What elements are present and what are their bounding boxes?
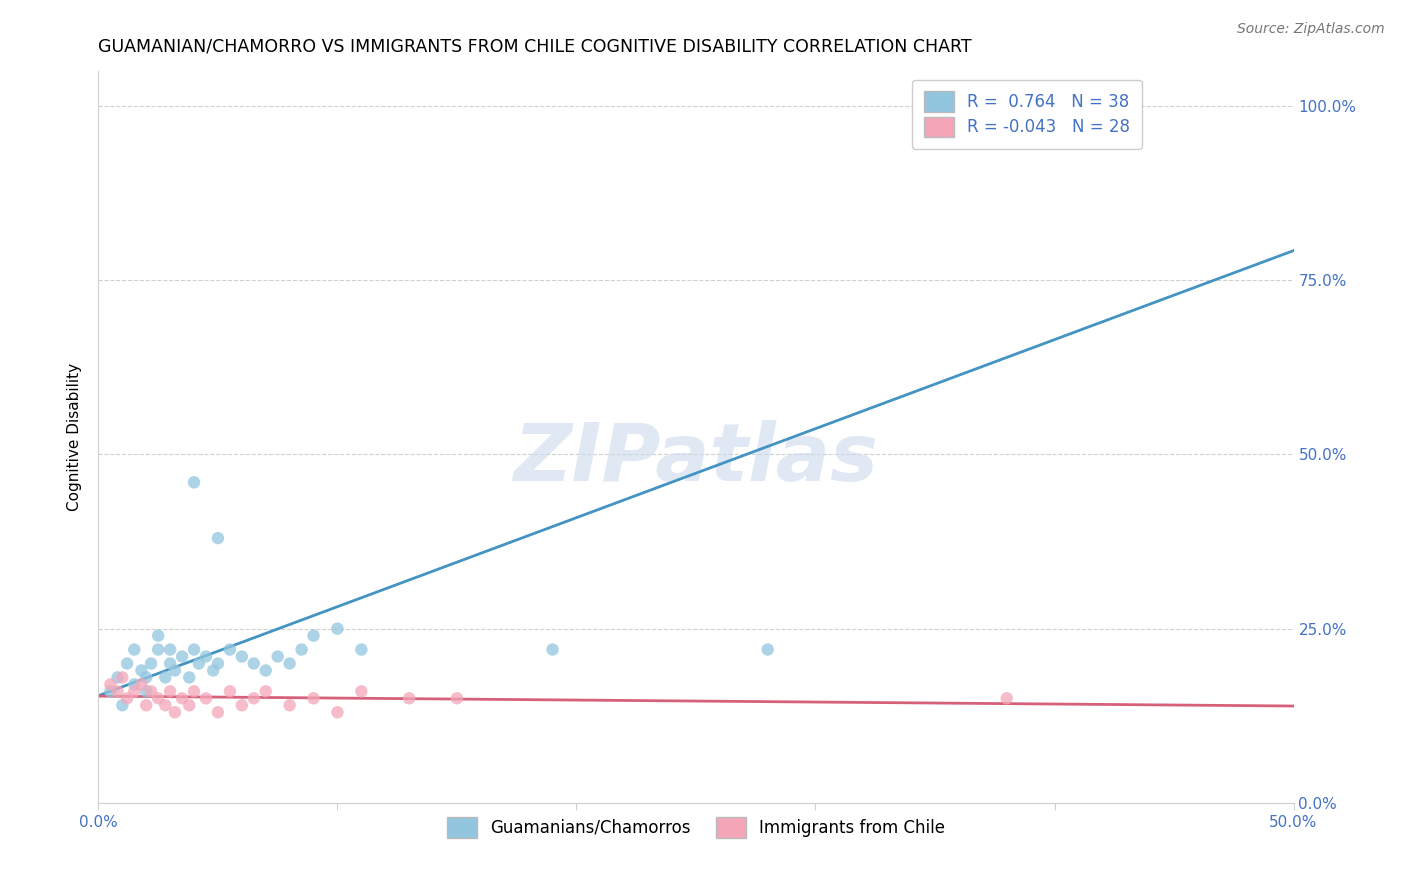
Point <box>98 684 122 698</box>
Point <box>172 649 194 664</box>
Point <box>302 629 325 643</box>
Point <box>219 642 242 657</box>
Point <box>124 642 146 657</box>
Point <box>207 657 229 671</box>
Point <box>148 642 170 657</box>
Point <box>124 684 146 698</box>
Legend: Guamanians/Chamorros, Immigrants from Chile: Guamanians/Chamorros, Immigrants from Ch… <box>436 805 956 849</box>
Y-axis label: Cognitive Disability: Cognitive Disability <box>67 363 83 511</box>
Point <box>231 649 253 664</box>
Point <box>172 691 194 706</box>
Point <box>183 475 205 490</box>
Point <box>302 691 325 706</box>
Point <box>254 664 277 678</box>
Point <box>148 691 170 706</box>
Point <box>195 649 218 664</box>
Point <box>326 705 349 719</box>
Point <box>446 691 468 706</box>
Point <box>243 691 266 706</box>
Point <box>115 657 138 671</box>
Text: Source: ZipAtlas.com: Source: ZipAtlas.com <box>1237 22 1385 37</box>
Point <box>111 670 134 684</box>
Point <box>183 642 205 657</box>
Point <box>135 670 157 684</box>
Point <box>155 698 177 713</box>
Point <box>131 677 153 691</box>
Point <box>111 698 134 713</box>
Point <box>995 691 1018 706</box>
Point <box>326 622 349 636</box>
Point <box>135 698 157 713</box>
Point <box>195 691 218 706</box>
Point <box>202 664 225 678</box>
Text: ZIPatlas: ZIPatlas <box>513 420 879 498</box>
Point <box>179 698 201 713</box>
Point <box>350 642 373 657</box>
Point <box>163 664 186 678</box>
Text: GUAMANIAN/CHAMORRO VS IMMIGRANTS FROM CHILE COGNITIVE DISABILITY CORRELATION CHA: GUAMANIAN/CHAMORRO VS IMMIGRANTS FROM CH… <box>98 38 972 56</box>
Point <box>98 677 122 691</box>
Point <box>350 684 373 698</box>
Point <box>243 657 266 671</box>
Point <box>159 642 181 657</box>
Point <box>756 642 779 657</box>
Point <box>231 698 253 713</box>
Point <box>115 691 138 706</box>
Point <box>107 684 129 698</box>
Point <box>278 698 301 713</box>
Point <box>159 684 181 698</box>
Point <box>254 684 277 698</box>
Point <box>1115 99 1137 113</box>
Point <box>179 670 201 684</box>
Point <box>278 657 301 671</box>
Point <box>163 705 186 719</box>
Point <box>155 670 177 684</box>
Point <box>183 684 205 698</box>
Point <box>207 705 229 719</box>
Point <box>187 657 209 671</box>
Point <box>207 531 229 545</box>
Point <box>219 684 242 698</box>
Point <box>139 684 162 698</box>
Point <box>107 670 129 684</box>
Point <box>148 629 170 643</box>
Point <box>131 664 153 678</box>
Point <box>541 642 564 657</box>
Point <box>139 657 162 671</box>
Point <box>159 657 181 671</box>
Point <box>267 649 290 664</box>
Point <box>124 677 146 691</box>
Point <box>135 684 157 698</box>
Point <box>398 691 420 706</box>
Point <box>291 642 314 657</box>
